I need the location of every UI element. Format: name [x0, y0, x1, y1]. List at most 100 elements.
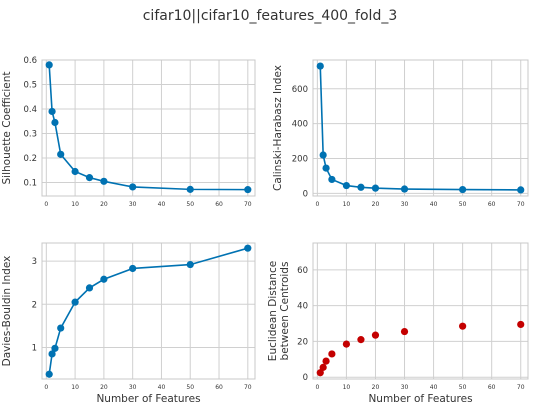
data-point — [459, 185, 467, 194]
data-point — [319, 151, 327, 159]
scatter-point — [322, 357, 330, 365]
series-line — [319, 66, 521, 191]
scatter-point — [371, 331, 380, 339]
y-tick-label: 60 — [297, 266, 308, 276]
y-axis-label: Silhouette Coefficient — [1, 71, 13, 184]
data-point — [186, 260, 194, 269]
data-point — [517, 186, 525, 194]
data-point — [57, 150, 65, 158]
data-point — [129, 264, 137, 273]
y-axis-label: between Centroids — [279, 262, 291, 361]
y-axis-label: Davies-Bouldin Index — [1, 256, 13, 367]
data-point — [85, 174, 94, 182]
scatter-point — [400, 327, 409, 336]
x-tick-label: 10 — [71, 384, 79, 391]
y-tick-label: 0.2 — [23, 154, 37, 164]
y-tick-label: 200 — [292, 155, 308, 165]
y-tick-label: 0.4 — [23, 105, 37, 115]
figure-title: cifar10||cifar10_features_400_fold_3 — [143, 8, 398, 24]
y-tick-label: 2 — [32, 300, 37, 310]
x-axis-label: Number of Features — [368, 393, 472, 405]
y-tick-label: 0.6 — [23, 56, 37, 66]
data-point — [45, 61, 53, 69]
data-point — [244, 244, 252, 252]
scatter-point — [357, 336, 365, 344]
data-point — [71, 167, 79, 176]
data-point — [371, 184, 380, 192]
y-tick-label: 20 — [297, 337, 308, 347]
data-point — [186, 185, 194, 193]
scatter-point — [328, 350, 336, 358]
y-tick-label: 0.1 — [23, 179, 37, 189]
axes-frame — [312, 59, 529, 197]
x-tick-label: 70 — [517, 384, 525, 391]
data-point — [100, 275, 108, 283]
y-axis-label: Euclidean Distance — [267, 261, 279, 361]
y-tick-label: 0.3 — [23, 130, 37, 140]
data-point — [48, 107, 56, 116]
data-point — [400, 185, 409, 193]
axes-frame — [312, 242, 529, 380]
data-point — [357, 183, 365, 191]
data-point — [100, 177, 108, 185]
y-tick-label: 0 — [303, 189, 308, 199]
x-tick-label: 40 — [430, 384, 438, 391]
x-tick-label: 60 — [215, 201, 223, 208]
x-tick-label: 40 — [430, 201, 438, 208]
x-tick-label: 0 — [315, 201, 319, 208]
x-tick-label: 60 — [215, 384, 223, 391]
scatter-point — [319, 363, 327, 371]
data-point — [244, 186, 252, 194]
subplot-2: 0 10 20 30 40 50 60 70 0 200 400 600 Calinski-Haraba… — [272, 59, 529, 208]
x-tick-label: 0 — [44, 201, 48, 208]
x-tick-label: 20 — [100, 384, 108, 391]
data-point — [51, 344, 59, 352]
x-tick-label: 50 — [459, 384, 467, 391]
x-tick-label: 10 — [343, 384, 351, 391]
data-point — [328, 175, 336, 184]
x-tick-label: 60 — [488, 201, 496, 208]
data-point — [71, 298, 79, 306]
y-axis-label: Calinski-Harabasz Index — [272, 65, 284, 191]
x-tick-label: 30 — [401, 384, 409, 391]
scatter-point — [342, 340, 351, 348]
data-point — [322, 164, 330, 172]
x-tick-label: 0 — [315, 384, 319, 391]
x-tick-label: 50 — [459, 201, 467, 208]
y-tick-label: 400 — [292, 120, 308, 130]
x-tick-label: 20 — [100, 201, 108, 208]
x-tick-label: 0 — [44, 384, 48, 391]
data-point — [342, 181, 351, 190]
series-line — [48, 247, 249, 375]
y-tick-label: 40 — [297, 302, 308, 312]
x-tick-label: 70 — [244, 201, 252, 208]
x-tick-label: 20 — [372, 384, 380, 391]
x-tick-label: 50 — [186, 201, 194, 208]
scatter-point — [517, 320, 525, 329]
subplot-3: 0 10 20 30 40 50 60 70 1 2 3 Davies-Bouldin Index Nu… — [1, 242, 256, 405]
y-tick-label: 600 — [292, 85, 308, 95]
x-tick-label: 40 — [158, 201, 166, 208]
x-tick-label: 10 — [343, 201, 351, 208]
x-tick-label: 20 — [372, 201, 380, 208]
data-point — [45, 370, 53, 378]
subplot-4: 0 10 20 30 40 50 60 70 0 20 40 60 Euclidean Distance… — [267, 242, 529, 405]
x-tick-label: 40 — [158, 384, 166, 391]
axes-frame — [41, 59, 256, 197]
y-tick-label: 3 — [32, 257, 37, 267]
x-tick-label: 60 — [488, 384, 496, 391]
axes-frame — [41, 242, 256, 380]
scatter-point — [459, 322, 467, 330]
data-point — [51, 118, 59, 127]
y-tick-label: 1 — [32, 343, 37, 353]
data-point — [85, 284, 94, 292]
y-tick-label: 0.5 — [23, 81, 37, 91]
x-tick-label: 30 — [129, 384, 137, 391]
x-tick-label: 50 — [186, 384, 194, 391]
x-tick-label: 10 — [71, 201, 79, 208]
scatter-point — [316, 369, 324, 377]
x-tick-label: 70 — [244, 384, 252, 391]
series-line — [48, 64, 248, 191]
data-point — [57, 324, 65, 332]
